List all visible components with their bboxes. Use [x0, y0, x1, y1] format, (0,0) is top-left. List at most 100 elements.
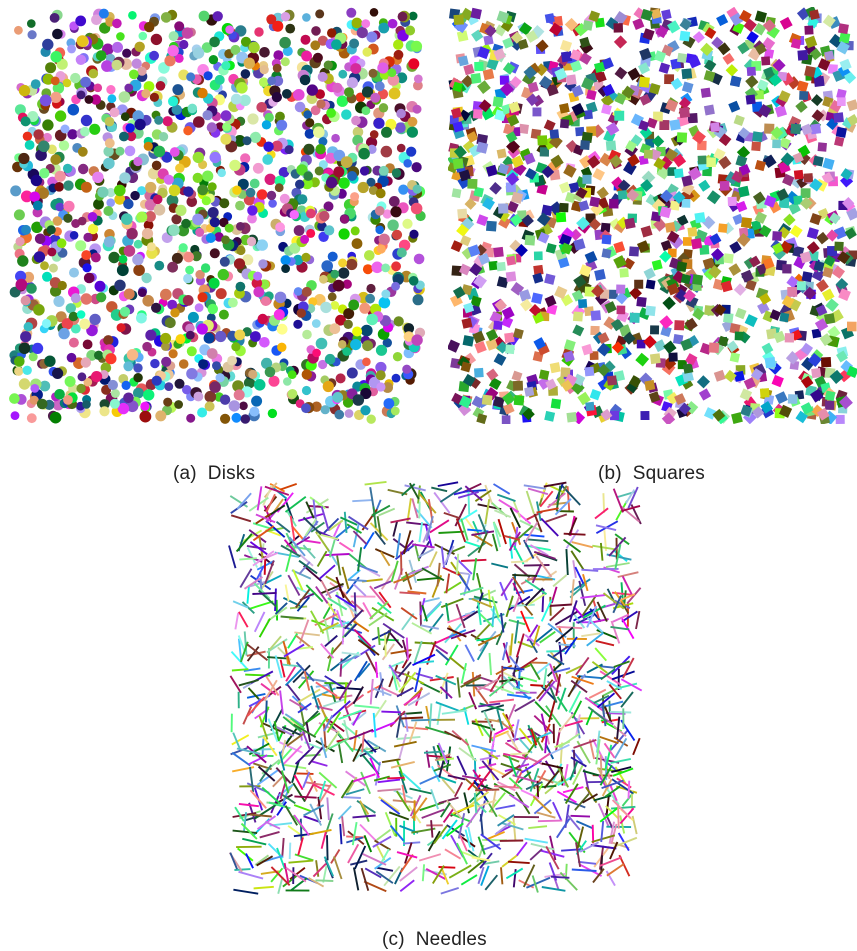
disk-mark [229, 160, 240, 171]
square-mark [602, 235, 612, 245]
disk-mark [294, 287, 303, 296]
square-mark [728, 197, 737, 206]
needle-mark [247, 586, 249, 604]
disk-mark [152, 376, 162, 386]
disk-mark [134, 119, 145, 130]
disk-mark [275, 222, 285, 232]
needle-mark [401, 608, 417, 619]
needle-mark [578, 862, 596, 864]
disk-mark [19, 85, 30, 96]
disk-mark [75, 240, 86, 251]
needle-mark [502, 855, 518, 867]
disk-mark [126, 123, 135, 132]
square-mark [463, 335, 475, 347]
disk-mark [303, 110, 312, 119]
disk-mark [142, 228, 153, 239]
needle-mark [345, 682, 346, 703]
needle-mark [322, 506, 329, 530]
disk-mark [352, 327, 362, 337]
disk-mark [9, 393, 20, 404]
disk-mark [363, 264, 373, 274]
disk-mark [411, 203, 423, 215]
disk-mark [393, 352, 402, 361]
disk-mark [257, 239, 268, 250]
needle-mark [438, 482, 458, 486]
square-mark [545, 13, 555, 23]
needle-mark [266, 701, 267, 723]
disk-mark [23, 366, 32, 375]
square-mark [676, 261, 687, 272]
disk-mark [201, 263, 210, 272]
disk-mark [147, 242, 156, 251]
needle-mark [353, 816, 376, 818]
disk-mark [78, 147, 88, 157]
square-mark [578, 299, 587, 308]
disk-mark [53, 296, 64, 307]
disk-mark [135, 42, 145, 52]
disk-mark [366, 314, 378, 326]
disk-mark [77, 91, 86, 100]
disk-mark [402, 365, 411, 374]
disk-mark [220, 395, 230, 405]
needle-mark [281, 617, 304, 619]
needle-mark [473, 558, 476, 580]
disk-mark [259, 77, 269, 87]
disk-mark [81, 357, 91, 367]
disk-mark [209, 55, 218, 64]
needle-mark [461, 560, 486, 561]
square-mark [483, 69, 495, 81]
disk-mark [141, 273, 151, 283]
disk-mark [272, 92, 282, 102]
disk-mark [408, 117, 418, 127]
disk-mark [52, 29, 63, 40]
disk-mark [362, 340, 373, 351]
needle-mark [546, 761, 555, 776]
disk-mark [27, 413, 37, 423]
needle-mark [376, 868, 393, 871]
square-mark [761, 56, 770, 65]
needle-mark [614, 489, 623, 513]
needle-mark [564, 534, 586, 535]
disk-mark [123, 199, 133, 209]
disk-mark [33, 129, 43, 139]
disk-mark [186, 72, 195, 81]
square-mark [797, 50, 808, 61]
square-mark [609, 199, 619, 209]
needle-mark [460, 588, 483, 595]
needle-mark [595, 648, 606, 661]
disk-mark [209, 278, 220, 289]
square-mark [821, 357, 831, 367]
disk-mark [49, 264, 58, 273]
square-mark [669, 119, 680, 130]
disk-mark [375, 206, 385, 216]
disk-mark [247, 205, 257, 215]
square-mark [641, 226, 653, 238]
disk-mark [367, 415, 376, 424]
needle-mark [342, 816, 344, 836]
square-mark [836, 415, 845, 424]
disk-mark [336, 373, 346, 383]
square-mark [566, 74, 577, 85]
needle-mark [309, 878, 324, 887]
square-mark [746, 94, 756, 104]
needle-mark [511, 605, 535, 606]
disk-mark [332, 392, 343, 403]
square-mark [818, 142, 827, 151]
needle-mark [278, 877, 282, 894]
needle-mark [378, 789, 401, 791]
square-mark [453, 14, 464, 25]
square-mark [682, 199, 691, 208]
disk-mark [409, 12, 418, 21]
needle-mark [280, 484, 297, 490]
square-mark [582, 175, 591, 184]
disk-mark [95, 281, 106, 292]
disk-mark [144, 142, 153, 151]
disk-mark [326, 177, 337, 188]
disk-mark [219, 310, 229, 320]
disk-mark [247, 237, 256, 246]
disk-mark [413, 294, 424, 305]
needle-mark [347, 777, 357, 793]
disk-mark [357, 27, 368, 38]
needle-mark [494, 786, 519, 788]
disk-mark [316, 99, 325, 108]
